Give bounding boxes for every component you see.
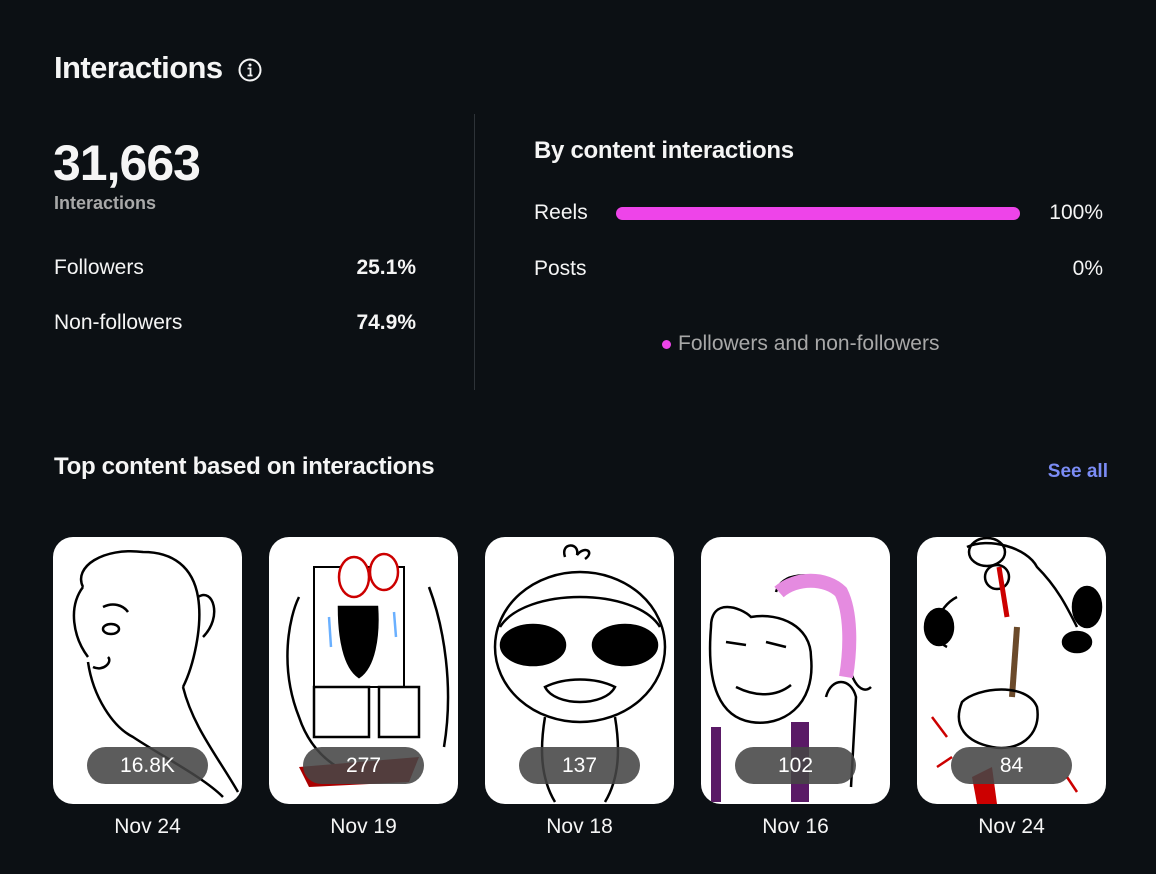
non-followers-value: 74.9% bbox=[356, 311, 416, 334]
content-item[interactable]: 137 Nov 18 bbox=[485, 537, 674, 839]
legend-label: Followers and non-followers bbox=[678, 332, 940, 355]
section-divider bbox=[474, 114, 475, 390]
content-item[interactable]: 277 Nov 19 bbox=[269, 537, 458, 839]
non-followers-label: Non-followers bbox=[54, 311, 183, 334]
content-date: Nov 18 bbox=[546, 815, 613, 838]
content-date: Nov 19 bbox=[330, 815, 397, 838]
content-date: Nov 16 bbox=[762, 815, 829, 838]
posts-bar-row: Posts 0% bbox=[534, 254, 1103, 284]
chart-legend: Followers and non-followers bbox=[662, 332, 939, 356]
non-followers-row: Non-followers 74.9% bbox=[54, 311, 416, 335]
reels-bar-track bbox=[616, 206, 1020, 220]
total-interactions: 31,663 bbox=[53, 135, 201, 191]
reels-bar-row: Reels 100% bbox=[534, 198, 1103, 228]
content-thumbnail[interactable]: 277 bbox=[269, 537, 458, 804]
content-item[interactable]: 84 Nov 24 bbox=[917, 537, 1106, 839]
interaction-count-badge: 102 bbox=[735, 747, 856, 784]
interaction-count-badge: 16.8K bbox=[87, 747, 208, 784]
info-circle-icon[interactable] bbox=[237, 55, 263, 82]
page-title-text: Interactions bbox=[54, 50, 223, 85]
page-title: Interactions bbox=[54, 50, 263, 86]
reels-percent: 100% bbox=[1049, 201, 1103, 224]
posts-label: Posts bbox=[534, 257, 587, 280]
posts-bar-track bbox=[616, 263, 1020, 276]
top-content-title: Top content based on interactions bbox=[54, 453, 435, 480]
top-content-list: 16.8K Nov 24 277 Nov 19 bbox=[53, 537, 1113, 847]
followers-row: Followers 25.1% bbox=[54, 256, 416, 280]
see-all-link[interactable]: See all bbox=[1047, 461, 1108, 482]
followers-value: 25.1% bbox=[356, 256, 416, 279]
content-date: Nov 24 bbox=[114, 815, 181, 838]
content-thumbnail[interactable]: 84 bbox=[917, 537, 1106, 804]
reels-bar-fill bbox=[616, 206, 1020, 220]
content-date: Nov 24 bbox=[978, 815, 1045, 838]
content-thumbnail[interactable]: 102 bbox=[701, 537, 890, 804]
reels-label: Reels bbox=[534, 201, 588, 224]
interaction-count-badge: 137 bbox=[519, 747, 640, 784]
posts-percent: 0% bbox=[1072, 257, 1103, 280]
content-item[interactable]: 16.8K Nov 24 bbox=[53, 537, 242, 839]
legend-dot-icon bbox=[662, 339, 671, 349]
followers-label: Followers bbox=[54, 256, 144, 279]
interaction-count-badge: 84 bbox=[951, 747, 1072, 784]
content-thumbnail[interactable]: 137 bbox=[485, 537, 674, 804]
content-item[interactable]: 102 Nov 16 bbox=[701, 537, 890, 839]
total-interactions-label: Interactions bbox=[54, 193, 157, 213]
by-content-title: By content interactions bbox=[534, 137, 794, 164]
interaction-count-badge: 277 bbox=[303, 747, 424, 784]
content-thumbnail[interactable]: 16.8K bbox=[53, 537, 242, 804]
